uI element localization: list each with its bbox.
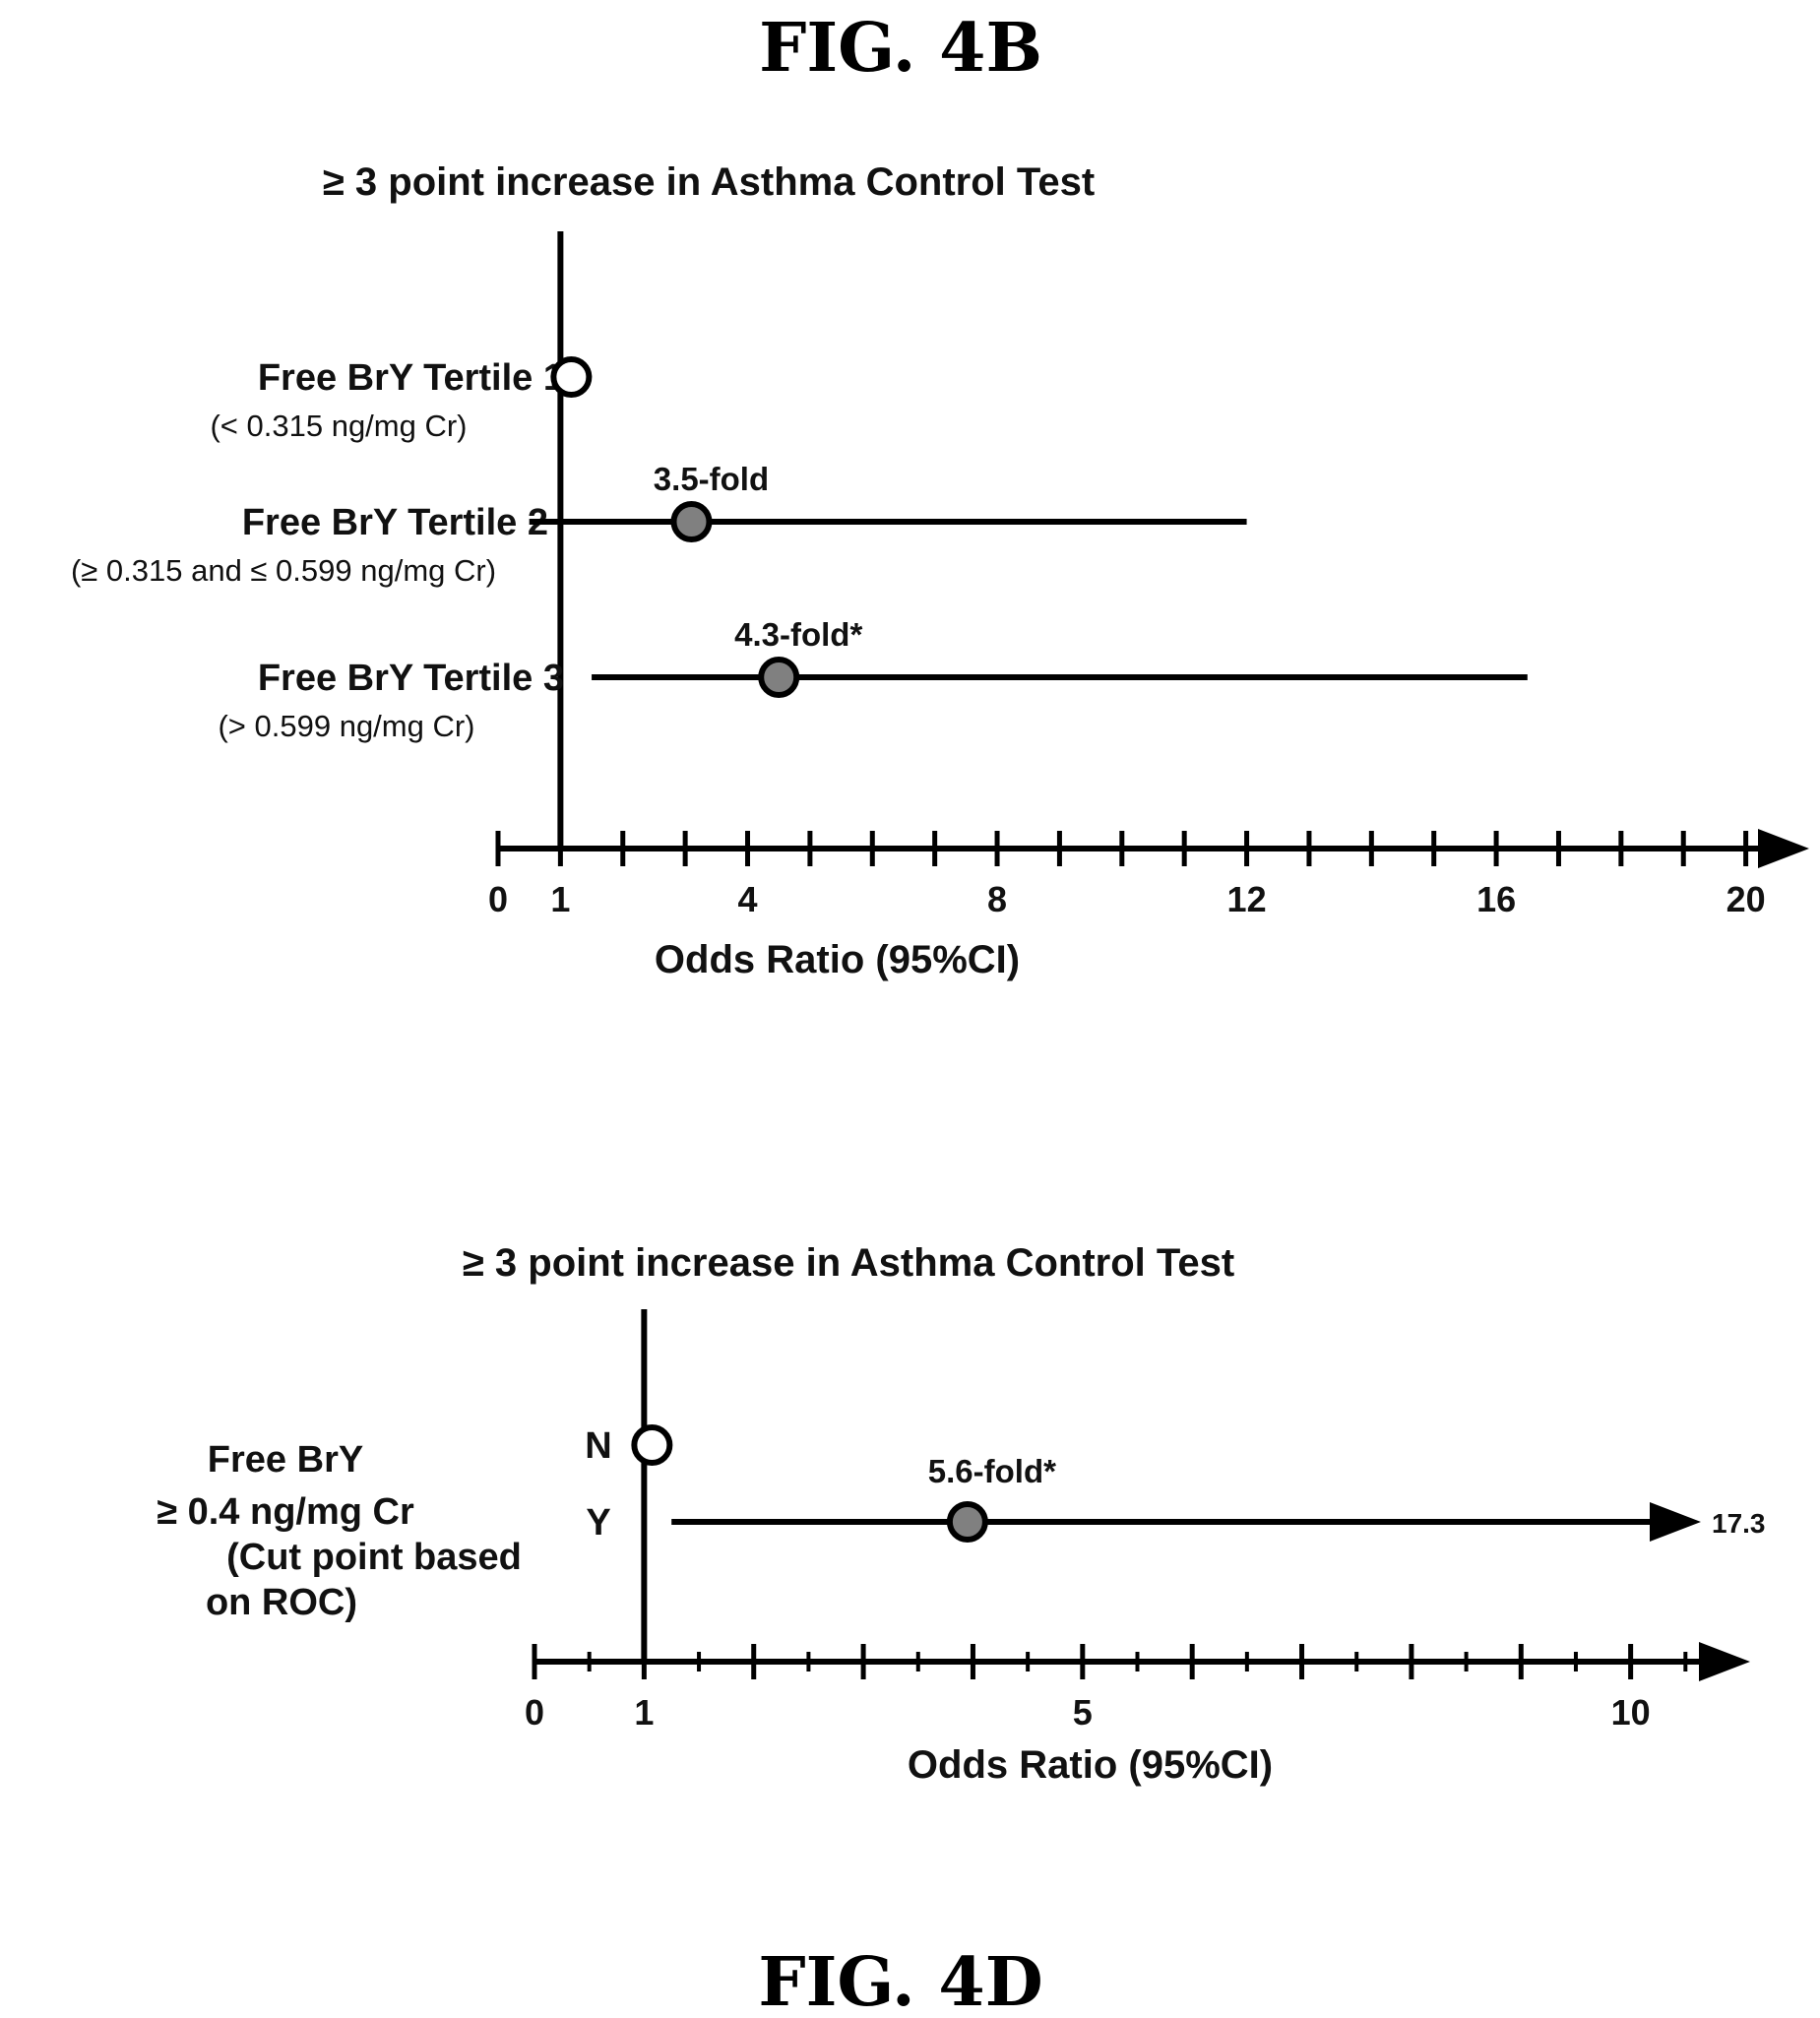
x-axis-label: Odds Ratio (95%CI): [908, 1743, 1273, 1787]
x-tick-label: 16: [1476, 879, 1516, 919]
x-axis-label: Odds Ratio (95%CI): [655, 938, 1020, 981]
group-label-line: ≥ 0.4 ng/mg Cr: [157, 1491, 414, 1533]
row-label: Free BrY Tertile 1: [258, 357, 564, 399]
chart-title: ≥ 3 point increase in Asthma Control Tes…: [463, 1241, 1234, 1285]
row-sublabel: (> 0.599 ng/mg Cr): [218, 709, 474, 743]
row-label: Y: [586, 1502, 610, 1544]
figure-label-bottom: FIG. 4D: [758, 1943, 1042, 2018]
fold-change-label: 5.6-fold*: [928, 1453, 1056, 1489]
x-tick-label: 1: [634, 1692, 654, 1733]
x-axis-arrowhead: [1758, 829, 1809, 868]
estimate-marker: [670, 501, 713, 542]
group-label-line: (Cut point based: [226, 1537, 522, 1578]
x-tick-label: 0: [525, 1692, 544, 1733]
forest-plot-tertiles: ≥ 3 point increase in Asthma Control Tes…: [71, 160, 1809, 981]
estimate-marker: [758, 657, 800, 698]
row-sublabel: (≥ 0.315 and ≤ 0.599 ng/mg Cr): [71, 553, 496, 588]
group-label-line: on ROC): [206, 1582, 357, 1623]
x-tick-label: 8: [987, 879, 1007, 919]
reference-marker: [550, 356, 593, 398]
estimate-marker: [946, 1501, 988, 1543]
x-tick-label: 10: [1611, 1692, 1651, 1733]
x-tick-label: 0: [488, 879, 508, 919]
x-tick-label: 1: [550, 879, 570, 919]
figure-label-top: FIG. 4B: [759, 9, 1042, 88]
ci-continuation-arrowhead: [1650, 1502, 1701, 1542]
fold-change-label: 4.3-fold*: [734, 616, 862, 653]
row-label: Free BrY Tertile 3: [258, 658, 564, 699]
group-label-line: Free BrY: [208, 1439, 363, 1481]
row-sublabel: (< 0.315 ng/mg Cr): [210, 409, 467, 443]
fold-change-label: 3.5-fold: [654, 461, 769, 497]
x-axis-arrowhead: [1699, 1642, 1750, 1681]
reference-marker: [631, 1424, 673, 1466]
x-tick-label: 20: [1726, 879, 1766, 919]
x-tick-label: 12: [1227, 879, 1267, 919]
x-tick-label: 4: [738, 879, 758, 919]
ci-upper-bound-label: 17.3: [1712, 1508, 1766, 1539]
x-tick-label: 5: [1073, 1692, 1093, 1733]
row-label: Free BrY Tertile 2: [242, 502, 548, 543]
chart-title: ≥ 3 point increase in Asthma Control Tes…: [323, 160, 1095, 204]
forest-plot-cutpoint: ≥ 3 point increase in Asthma Control Tes…: [157, 1241, 1765, 1787]
row-label: N: [585, 1425, 611, 1467]
